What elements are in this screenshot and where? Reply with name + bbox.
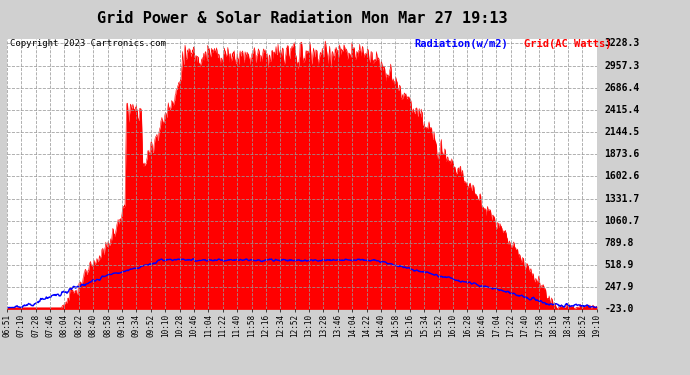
Text: 1873.6: 1873.6 [604, 149, 640, 159]
Text: -23.0: -23.0 [604, 304, 633, 314]
Text: 1602.6: 1602.6 [604, 171, 640, 182]
Text: 518.9: 518.9 [604, 260, 633, 270]
Text: Grid(AC Watts): Grid(AC Watts) [524, 39, 612, 50]
Text: Grid Power & Solar Radiation Mon Mar 27 19:13: Grid Power & Solar Radiation Mon Mar 27 … [97, 11, 507, 26]
Text: 1060.7: 1060.7 [604, 216, 640, 226]
Text: 1331.7: 1331.7 [604, 194, 640, 204]
Text: 2957.3: 2957.3 [604, 61, 640, 70]
Text: 2144.5: 2144.5 [604, 127, 640, 137]
Text: 247.9: 247.9 [604, 282, 633, 292]
Text: 2686.4: 2686.4 [604, 83, 640, 93]
Text: 789.8: 789.8 [604, 238, 633, 248]
Text: 2415.4: 2415.4 [604, 105, 640, 115]
Text: Radiation(w/m2): Radiation(w/m2) [414, 39, 508, 50]
Text: 3228.3: 3228.3 [604, 39, 640, 48]
Text: Copyright 2023 Cartronics.com: Copyright 2023 Cartronics.com [10, 39, 166, 48]
